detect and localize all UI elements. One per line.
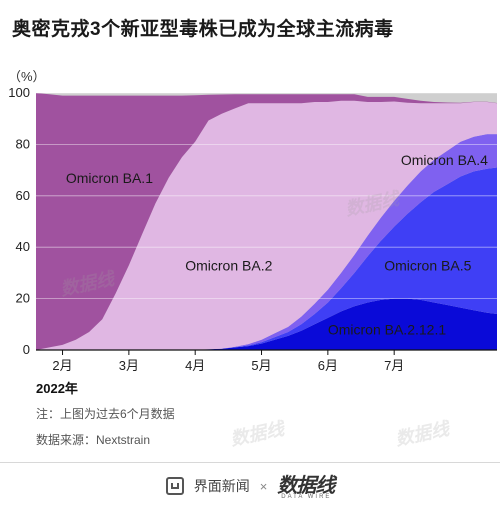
- watermark-4: 数据线: [393, 418, 451, 450]
- times-separator: ×: [259, 478, 268, 494]
- footer-divider: [0, 462, 500, 463]
- series-label-omicron-ba-5: Omicron BA.5: [384, 257, 471, 273]
- year-label: 2022年: [36, 381, 78, 396]
- footer: 界面新闻 × 数据线 DATA WIRE: [0, 466, 500, 506]
- area-omicron-ba-5: [36, 167, 497, 350]
- x-tick-label: 7月: [384, 358, 404, 373]
- y-axis-unit: （%）: [8, 69, 46, 84]
- data-source: 数据来源：Nextstrain: [36, 433, 151, 447]
- y-tick-label: 0: [23, 342, 30, 357]
- y-tick-label: 20: [16, 291, 30, 306]
- area-omicron-ba-1: [36, 93, 497, 350]
- x-tick-label: 2月: [52, 358, 72, 373]
- chart-title: 奥密克戎3个新亚型毒株已成为全球主流病毒: [12, 19, 394, 40]
- brand-datawire-sub: DATA WIRE: [281, 493, 332, 500]
- series-label-omicron-ba-2: Omicron BA.2: [185, 257, 272, 273]
- y-tick-label: 40: [16, 239, 30, 254]
- y-tick-label: 80: [16, 136, 30, 151]
- x-tick-label: 4月: [185, 358, 205, 373]
- y-tick-label: 100: [8, 85, 30, 100]
- series-label-omicron-ba-2-12-1: Omicron BA.2.12.1: [328, 322, 446, 338]
- watermark-3: 数据线: [228, 418, 286, 450]
- area-omicron-ba-2-12-1: [36, 298, 497, 350]
- series-label-omicron-ba-1: Omicron BA.1: [66, 170, 153, 186]
- series-label-omicron-ba-4: Omicron BA.4: [401, 152, 488, 168]
- brand-datawire: 数据线: [277, 474, 335, 497]
- brand-jiemian: 界面新闻: [193, 478, 250, 494]
- y-tick-label: 60: [16, 188, 30, 203]
- x-tick-label: 3月: [119, 358, 139, 373]
- stacked-area-chart: 0 20 40 60 80 100 2月 3月 4月 5月 6月 7月 Omicron BA.1 Omi…: [8, 85, 497, 373]
- brand-datawire-logo: 数据线 DATA WIRE: [277, 472, 335, 501]
- area-omicron-ba-4: [36, 134, 497, 350]
- jiemian-logo-icon: [165, 477, 184, 495]
- x-tick-label: 5月: [251, 358, 271, 373]
- chart-note: 注：上图为过去6个月数据: [36, 407, 175, 421]
- area-omicron-ba-2: [36, 100, 497, 350]
- x-tick-label: 6月: [318, 358, 338, 373]
